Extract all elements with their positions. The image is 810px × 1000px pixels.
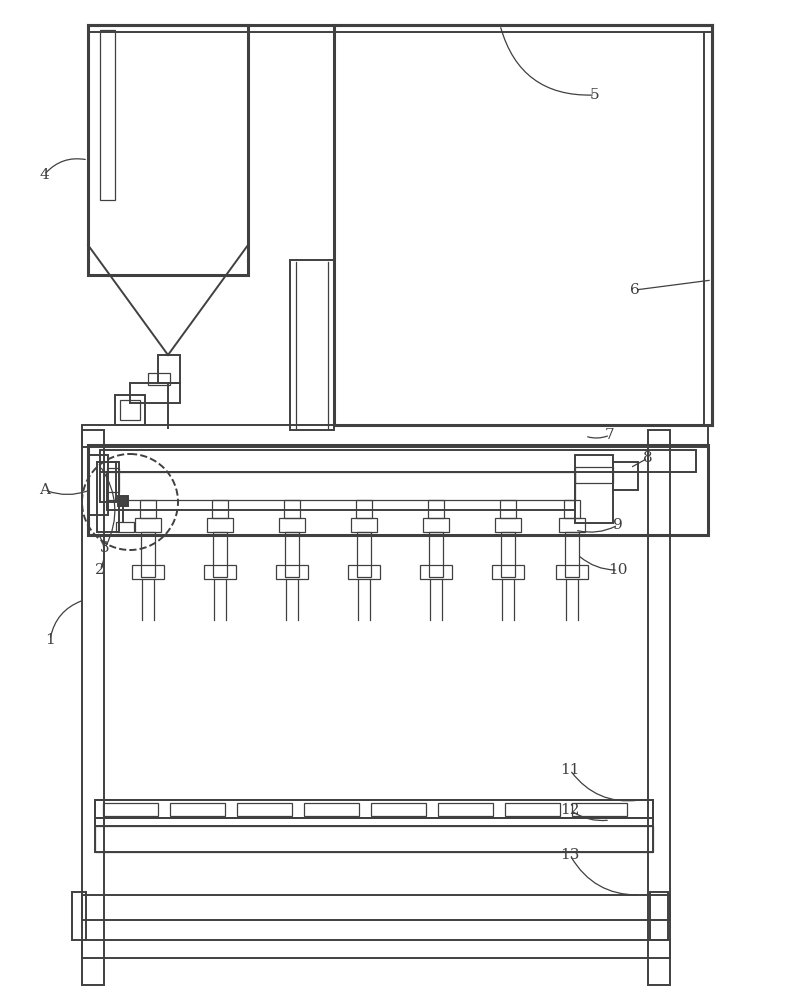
Bar xyxy=(304,803,359,816)
Bar xyxy=(357,532,371,577)
Bar xyxy=(575,455,613,523)
Bar xyxy=(103,803,158,816)
Bar xyxy=(564,500,580,518)
Bar xyxy=(290,260,334,430)
Text: 10: 10 xyxy=(608,563,628,577)
Bar xyxy=(148,373,170,385)
Bar xyxy=(88,445,708,535)
Bar xyxy=(97,462,119,532)
Text: 12: 12 xyxy=(561,803,580,817)
Bar xyxy=(135,518,161,532)
Text: 11: 11 xyxy=(561,763,580,777)
Bar xyxy=(95,818,653,826)
Text: 1: 1 xyxy=(45,633,55,647)
Bar xyxy=(88,455,108,515)
Bar xyxy=(140,500,156,518)
Bar xyxy=(141,532,155,577)
Bar xyxy=(648,430,670,985)
Bar xyxy=(556,565,588,579)
Bar xyxy=(115,395,145,425)
Text: 6: 6 xyxy=(630,283,640,297)
Bar xyxy=(572,803,627,816)
Bar xyxy=(118,496,128,506)
Bar xyxy=(107,468,119,492)
Text: A: A xyxy=(40,483,50,497)
Bar xyxy=(213,532,227,577)
Bar xyxy=(100,30,115,200)
Bar xyxy=(559,518,585,532)
Bar xyxy=(334,25,712,425)
Bar xyxy=(95,800,653,852)
Bar xyxy=(613,462,638,490)
Bar xyxy=(212,500,228,518)
Bar xyxy=(95,826,653,852)
Bar xyxy=(429,532,443,577)
Bar xyxy=(565,532,579,577)
Bar xyxy=(95,800,653,818)
Bar xyxy=(492,565,524,579)
Bar xyxy=(285,532,299,577)
Bar xyxy=(505,803,560,816)
Bar xyxy=(72,892,86,940)
Bar xyxy=(501,532,515,577)
Text: 8: 8 xyxy=(643,451,653,465)
Text: 7: 7 xyxy=(605,428,615,442)
Bar xyxy=(351,518,377,532)
Bar xyxy=(207,518,233,532)
Bar xyxy=(500,500,516,518)
Bar xyxy=(116,522,134,532)
Bar xyxy=(158,355,180,383)
Bar xyxy=(204,565,236,579)
Bar xyxy=(82,430,104,985)
Bar xyxy=(276,565,308,579)
Bar xyxy=(107,472,575,510)
Bar xyxy=(237,803,292,816)
Text: 9: 9 xyxy=(613,518,623,532)
Bar xyxy=(650,892,668,940)
Bar xyxy=(428,500,444,518)
Text: 5: 5 xyxy=(590,88,600,102)
Bar xyxy=(100,462,116,502)
Bar xyxy=(423,518,449,532)
Bar xyxy=(100,450,696,472)
Bar xyxy=(82,895,670,920)
Bar xyxy=(82,425,708,447)
Bar xyxy=(170,803,225,816)
Bar xyxy=(495,518,521,532)
Bar xyxy=(130,383,180,403)
Text: 2: 2 xyxy=(95,563,104,577)
Bar xyxy=(348,565,380,579)
Bar xyxy=(120,400,140,420)
Bar xyxy=(279,518,305,532)
Text: 3: 3 xyxy=(100,541,110,555)
Bar xyxy=(88,25,248,275)
Bar xyxy=(575,467,613,483)
Bar xyxy=(438,803,493,816)
Bar xyxy=(82,940,670,958)
Bar xyxy=(371,803,426,816)
Text: 4: 4 xyxy=(39,168,49,182)
Bar xyxy=(420,565,452,579)
Bar xyxy=(107,472,575,500)
Bar xyxy=(356,500,372,518)
Text: 13: 13 xyxy=(561,848,580,862)
Bar xyxy=(284,500,300,518)
Bar xyxy=(132,565,164,579)
